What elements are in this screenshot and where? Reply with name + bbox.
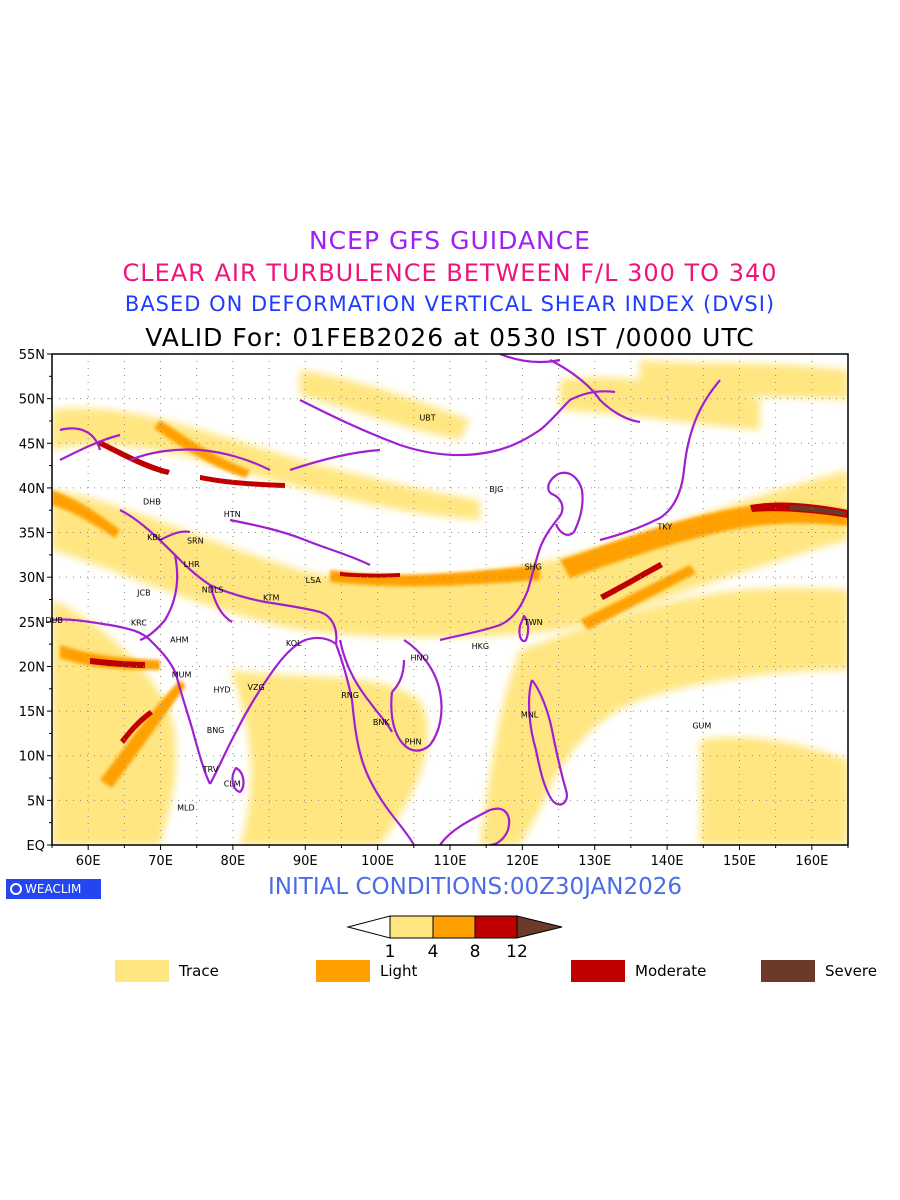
city-label: HTN [224,510,241,519]
lat-label: 45N [19,437,45,452]
legend-label: Moderate [635,962,707,980]
city-label: AHM [170,636,188,645]
colorbar-low-arrow [346,915,391,939]
lat-label: 15N [19,705,45,720]
city-label: MLD [177,804,195,813]
lat-label: 40N [19,482,45,497]
legend-moderate: Moderate [571,960,706,982]
longitude-labels: 60E 70E 80E 90E 100E 110E 120E 130E 140E 150E 160E [76,854,829,869]
city-label: TKY [657,522,673,531]
title-line-2: CLEAR AIR TURBULENCE BETWEEN F/L 300 TO … [122,259,778,287]
colorbar-trace [389,915,434,939]
axis-ticks [47,353,849,850]
legend-label: Severe [825,962,877,980]
city-label: KOL [286,639,302,648]
legend-swatch [115,960,169,982]
legend-swatch [316,960,370,982]
city-label: TWN [523,618,543,627]
city-label: JCB [136,588,150,597]
title-line-1: NCEP GFS GUIDANCE [308,226,591,255]
city-label: SHG [525,562,542,571]
colorbar: 1 4 8 12 [346,915,563,960]
legend-light: Light [316,960,417,982]
coastlines-borders [52,354,721,845]
city-label: MUM [172,670,192,679]
latitude-labels: 55N 50N 45N 40N 35N 30N 25N 20N 15N 10N 5N EQ [19,348,45,854]
city-label: BNG [207,726,225,735]
city-label: KTM [263,594,280,603]
city-labels: UBT BJG DHB HTN KBL SRN LHR TKY SHG JCB NDLS LSA KTM… [45,413,711,812]
initial-conditions: INITIAL CONDITIONS:00Z30JAN2026 [268,874,682,900]
lat-label: 50N [19,393,45,408]
logo-icon [10,883,22,895]
lon-label: 130E [578,854,611,869]
lon-label: 140E [651,854,684,869]
colorbar-severe-arrow [516,915,563,939]
lat-label: 10N [19,750,45,765]
lon-label: 100E [361,854,394,869]
city-label: HYD [214,686,231,695]
lat-label: 55N [19,348,45,363]
legend-label: Light [380,962,418,980]
city-label: HKG [472,642,489,651]
city-label: GUM [692,721,711,730]
lat-label: 35N [19,527,45,542]
city-label: PHN [405,737,422,746]
city-label: UBT [419,413,435,422]
colorbar-light [432,915,476,939]
colorbar-tick: 12 [506,942,528,960]
lat-label: 5N [27,794,45,809]
city-label: BJG [489,485,503,494]
city-label: DUB [45,616,63,625]
city-label: MNL [521,711,539,720]
colorbar-tick: 4 [428,942,439,960]
legend-swatch [571,960,625,982]
city-label: TRV [202,765,219,774]
lat-lon-grid [52,354,848,845]
city-label: NDLS [202,586,224,595]
colorbar-moderate [474,915,518,939]
city-label: LHR [184,560,200,569]
lon-label: 90E [293,854,318,869]
lon-label: 150E [723,854,756,869]
lon-label: 80E [221,854,246,869]
city-label: RNG [341,691,359,700]
city-label: SRN [187,537,204,546]
turbulence-map: UBT BJG DHB HTN KBL SRN LHR TKY SHG JCB NDLS LSA KTM… [19,348,849,869]
city-label: KBL [147,533,163,542]
lon-label: 110E [433,854,466,869]
lon-label: 120E [506,854,539,869]
city-label: VZG [247,683,264,692]
city-label: KRC [131,619,147,628]
valid-time: VALID For: 01FEB2026 at 0530 IST /0000 U… [145,323,755,352]
city-label: HNO [410,654,428,663]
city-label: DHB [143,497,161,506]
weaclim-logo: WEACLIM [6,879,101,899]
colorbar-tick: 1 [385,942,396,960]
legend-label: Trace [179,962,219,980]
title-line-3: BASED ON DEFORMATION VERTICAL SHEAR INDE… [124,292,776,316]
severe-areas [790,505,846,516]
logo-text: WEACLIM [25,882,82,896]
legend-severe: Severe [761,960,877,982]
legend-swatch [761,960,815,982]
lon-label: 160E [795,854,828,869]
city-label: CLM [224,779,241,788]
colorbar-tick: 8 [470,942,481,960]
lon-label: 60E [76,854,101,869]
city-label: BNK [373,718,390,727]
lat-label: 30N [19,571,45,586]
lat-label: 20N [19,660,45,675]
lon-label: 70E [148,854,173,869]
legend-trace: Trace [115,960,219,982]
city-label: LSA [306,576,322,585]
lat-label: 25N [19,616,45,631]
lat-label: EQ [27,839,45,854]
